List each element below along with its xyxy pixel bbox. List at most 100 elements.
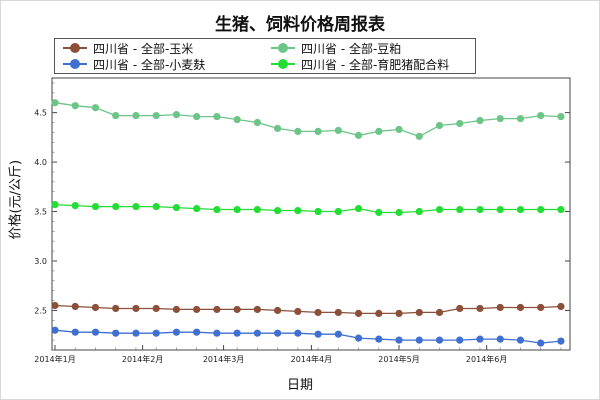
y-tick-label: 4.0 bbox=[34, 158, 47, 167]
data-point-series-2 bbox=[152, 329, 160, 337]
data-point-series-2 bbox=[233, 329, 241, 337]
data-point-series-1 bbox=[193, 112, 201, 121]
data-point-series-0 bbox=[132, 304, 140, 313]
data-point-series-2 bbox=[112, 329, 120, 337]
data-point-series-2 bbox=[516, 336, 525, 344]
data-point-series-2 bbox=[253, 329, 261, 337]
data-point-series-0 bbox=[516, 303, 525, 312]
data-point-series-0 bbox=[395, 309, 403, 318]
data-point-series-1 bbox=[253, 118, 261, 127]
legend-item-soymeal: 四川省 - 全部-豆粕 bbox=[267, 40, 467, 56]
data-point-series-0 bbox=[213, 305, 221, 314]
data-point-series-3 bbox=[375, 208, 383, 217]
legend-marker-wheat-bran bbox=[70, 59, 80, 69]
data-point-series-2 bbox=[193, 328, 201, 336]
series-line-3 bbox=[54, 203, 561, 214]
data-point-series-2 bbox=[294, 329, 302, 337]
data-point-series-3 bbox=[193, 204, 201, 213]
data-point-series-2 bbox=[476, 335, 484, 343]
data-point-series-0 bbox=[172, 305, 181, 314]
data-point-series-1 bbox=[213, 112, 221, 121]
x-tick-label: 2014年2月 bbox=[122, 354, 163, 364]
data-point-series-1 bbox=[334, 126, 342, 135]
legend-marker-soymeal bbox=[278, 43, 288, 53]
data-point-series-1 bbox=[233, 115, 241, 124]
data-point-series-2 bbox=[213, 329, 221, 337]
data-point-series-3 bbox=[415, 207, 423, 216]
data-point-series-2 bbox=[314, 330, 322, 338]
data-point-series-0 bbox=[334, 308, 342, 317]
data-point-series-3 bbox=[233, 205, 241, 214]
data-point-series-3 bbox=[354, 204, 363, 213]
data-point-series-1 bbox=[375, 127, 383, 136]
series-line-0 bbox=[54, 304, 561, 315]
data-point-series-2 bbox=[334, 330, 342, 338]
data-point-series-0 bbox=[193, 305, 201, 314]
data-point-series-0 bbox=[415, 308, 423, 317]
data-point-series-1 bbox=[91, 104, 100, 112]
legend-label-corn: 四川省 - 全部-玉米 bbox=[93, 42, 194, 56]
data-point-series-1 bbox=[456, 119, 464, 128]
legend-marker-finishing-feed bbox=[278, 59, 288, 69]
data-point-series-0 bbox=[71, 302, 79, 311]
data-point-series-1 bbox=[71, 102, 79, 110]
x-tick-label: 2014年5月 bbox=[378, 354, 419, 364]
data-point-series-0 bbox=[435, 308, 444, 317]
data-point-series-1 bbox=[172, 110, 181, 119]
data-point-series-0 bbox=[354, 309, 363, 318]
legend-label-soymeal: 四川省 - 全部-豆粕 bbox=[301, 42, 402, 56]
data-point-series-1 bbox=[557, 112, 565, 121]
data-point-series-2 bbox=[51, 326, 59, 334]
data-point-series-3 bbox=[435, 205, 444, 214]
data-point-series-3 bbox=[274, 206, 282, 215]
data-point-series-2 bbox=[456, 336, 464, 344]
data-point-series-0 bbox=[51, 301, 59, 310]
x-tick-label: 2014年3月 bbox=[203, 354, 244, 364]
data-point-series-3 bbox=[112, 202, 120, 211]
data-point-series-3 bbox=[172, 203, 181, 212]
data-point-series-0 bbox=[274, 306, 282, 315]
data-point-series-3 bbox=[314, 207, 322, 216]
data-point-series-2 bbox=[71, 328, 79, 336]
data-point-series-3 bbox=[456, 205, 464, 214]
data-point-series-1 bbox=[415, 132, 423, 140]
data-point-series-3 bbox=[557, 205, 565, 214]
data-point-series-3 bbox=[91, 202, 100, 211]
data-point-series-2 bbox=[435, 336, 444, 344]
y-tick-label: 3.5 bbox=[34, 208, 47, 217]
data-point-series-0 bbox=[456, 304, 464, 313]
data-point-series-0 bbox=[253, 305, 261, 314]
data-point-series-1 bbox=[354, 131, 363, 139]
data-point-series-2 bbox=[395, 336, 403, 344]
data-point-series-3 bbox=[496, 205, 504, 214]
legend-label-wheat-bran: 四川省 - 全部-小麦麸 bbox=[93, 58, 206, 72]
data-point-series-1 bbox=[152, 111, 160, 120]
data-point-series-3 bbox=[71, 201, 79, 210]
data-point-series-3 bbox=[476, 205, 484, 214]
data-point-series-3 bbox=[395, 208, 403, 217]
legend-label-finishing-feed: 四川省 - 全部-育肥猪配合料 bbox=[301, 58, 450, 72]
data-point-series-0 bbox=[91, 303, 100, 312]
data-point-series-0 bbox=[537, 303, 545, 312]
y-tick-label: 2.5 bbox=[34, 306, 47, 315]
legend: 四川省 - 全部-玉米 四川省 - 全部-豆粕 四川省 - 全部-小麦麸 四川省… bbox=[54, 38, 476, 74]
chart-title: 生猪、饲料价格周报表 bbox=[215, 15, 385, 35]
data-point-series-1 bbox=[476, 116, 484, 125]
data-point-series-1 bbox=[314, 127, 322, 136]
series-line-2 bbox=[54, 329, 561, 344]
data-point-series-0 bbox=[314, 308, 322, 317]
legend-marker-corn bbox=[70, 43, 80, 53]
x-axis-label: 日期 bbox=[286, 378, 313, 393]
data-point-series-1 bbox=[132, 111, 140, 120]
data-point-series-3 bbox=[152, 202, 160, 211]
data-point-series-3 bbox=[132, 202, 140, 211]
data-point-series-3 bbox=[294, 206, 302, 215]
legend-item-corn: 四川省 - 全部-玉米 bbox=[59, 40, 259, 56]
legend-item-wheat-bran: 四川省 - 全部-小麦麸 bbox=[59, 56, 259, 72]
data-point-series-2 bbox=[354, 334, 363, 342]
data-point-series-2 bbox=[375, 335, 383, 343]
data-point-series-3 bbox=[516, 205, 525, 214]
x-tick-label: 2014年4月 bbox=[291, 354, 332, 364]
data-point-series-0 bbox=[375, 309, 383, 318]
data-point-series-3 bbox=[253, 205, 261, 214]
